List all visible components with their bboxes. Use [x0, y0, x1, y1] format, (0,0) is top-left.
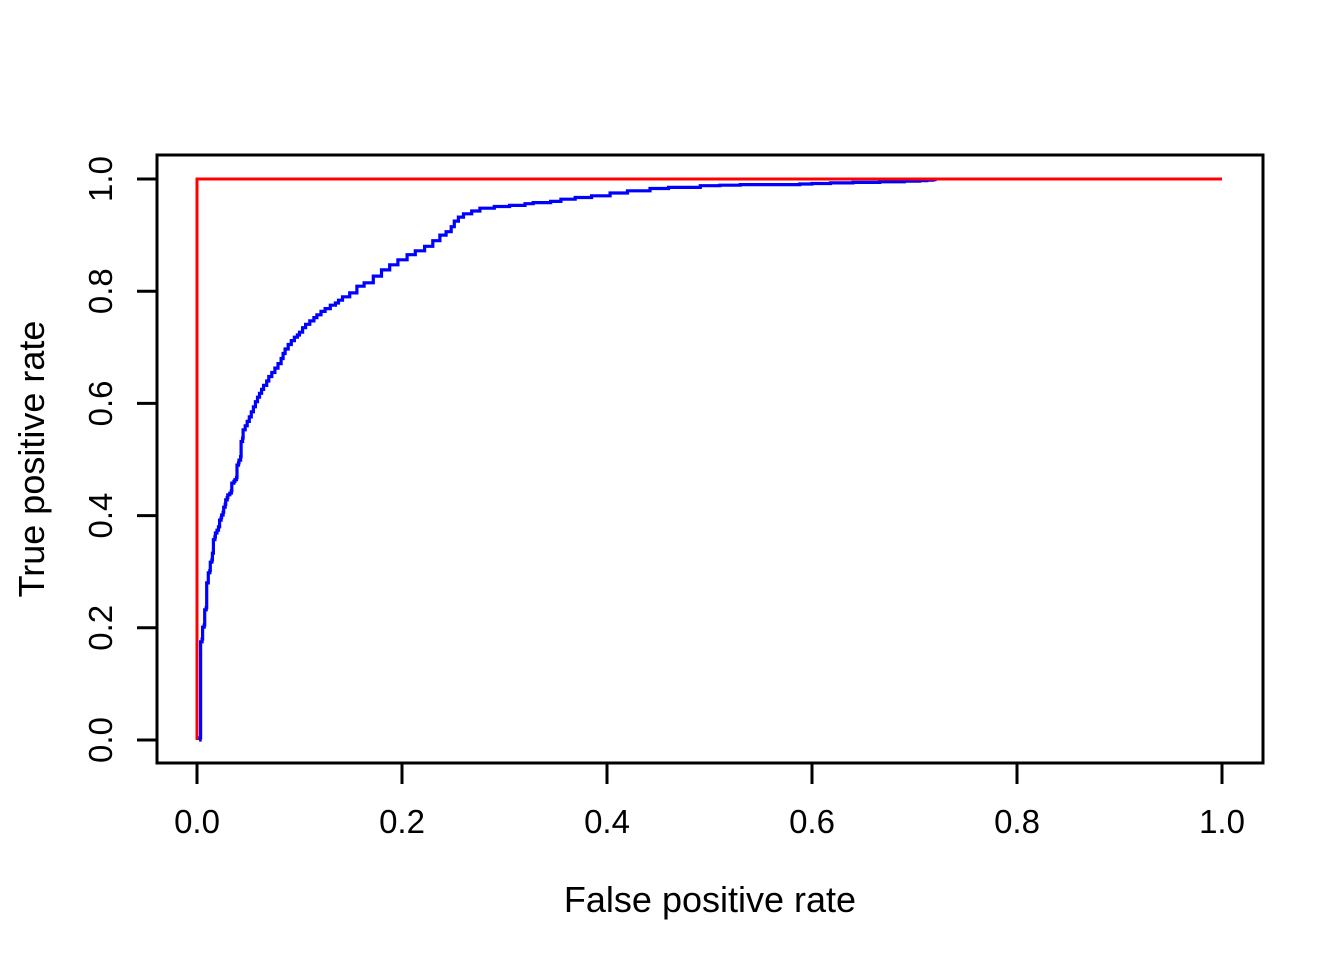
y-axis-ticks: 0.0 0.2 0.4 0.6 0.8 1.0	[82, 156, 157, 763]
x-axis-ticks: 0.0 0.2 0.4 0.6 0.8 1.0	[174, 763, 1245, 840]
roc-curve-line	[198, 178, 937, 742]
y-tick-label: 0.0	[82, 717, 119, 763]
x-tick-label: 0.4	[584, 803, 630, 840]
y-tick-label: 0.6	[82, 380, 119, 426]
x-axis-label: False positive rate	[564, 879, 856, 920]
y-tick-label: 0.2	[82, 605, 119, 651]
y-tick-label: 1.0	[82, 156, 119, 202]
y-tick-label: 0.8	[82, 268, 119, 314]
x-tick-label: 0.6	[789, 803, 835, 840]
y-axis-label: True positive rate	[11, 321, 52, 598]
y-tick-label: 0.4	[82, 493, 119, 539]
x-tick-label: 1.0	[1199, 803, 1245, 840]
x-tick-label: 0.0	[174, 803, 220, 840]
plot-border	[155, 153, 1265, 765]
x-tick-label: 0.8	[994, 803, 1040, 840]
x-tick-label: 0.2	[379, 803, 425, 840]
reference-line	[195, 177, 1222, 740]
